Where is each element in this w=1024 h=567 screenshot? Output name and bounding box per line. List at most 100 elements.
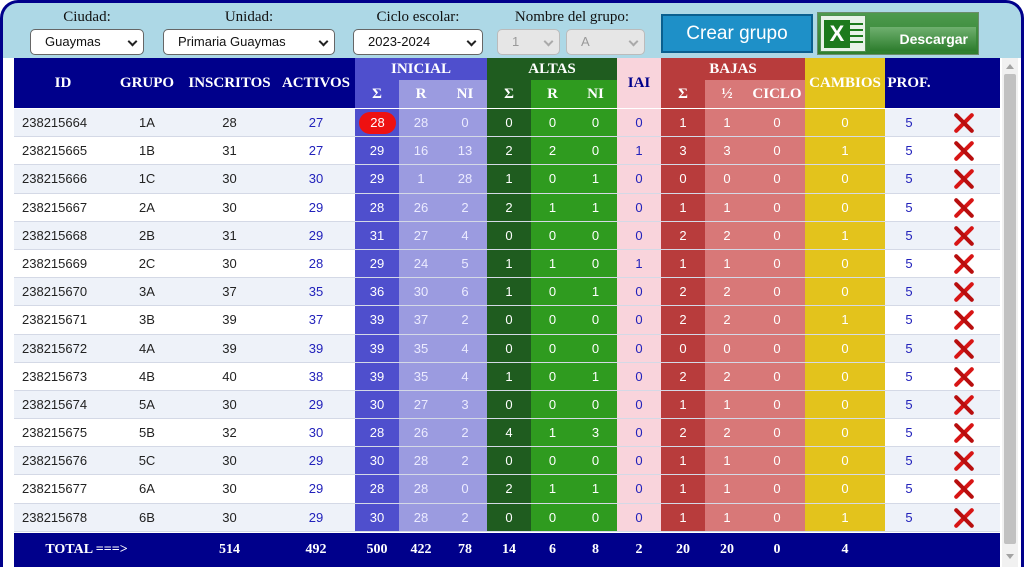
cell-iai: 0 <box>617 278 661 307</box>
vertical-scrollbar[interactable] <box>1002 58 1018 567</box>
cell-cambios: 0 <box>805 249 885 279</box>
cell-ini-r: 26 <box>399 419 443 448</box>
table-row[interactable]: 238215673 4B 40 38 39 35 4 1 0 1 0 2 2 0 0 5 <box>14 362 1000 391</box>
cell-alt-ni: 0 <box>574 137 617 166</box>
cell-baj-c: 0 <box>749 306 805 335</box>
cell-iai: 0 <box>617 109 661 138</box>
scroll-up-icon[interactable] <box>1006 64 1014 69</box>
letra-select[interactable]: A <box>566 29 645 55</box>
cell-baj-h: 1 <box>705 109 749 138</box>
cell-alt-s: 2 <box>487 137 531 166</box>
cell-baj-c: 0 <box>749 109 805 138</box>
table-row[interactable]: 238215678 6B 30 29 30 28 2 0 0 0 0 1 1 0 1 5 <box>14 503 1000 532</box>
cell-iai: 0 <box>617 447 661 476</box>
cell-activos: 29 <box>308 396 324 412</box>
delete-x-icon[interactable] <box>951 337 977 361</box>
scroll-down-icon[interactable] <box>1006 554 1014 559</box>
header-altas-ni: NI <box>574 80 617 108</box>
create-group-button[interactable]: Crear grupo <box>661 14 813 53</box>
cell-id: 238215678 <box>22 509 88 525</box>
unidad-select[interactable]: Primaria Guaymas <box>163 29 335 55</box>
cell-iai: 0 <box>617 390 661 420</box>
cell-baj-s: 2 <box>661 221 705 250</box>
cell-ini-r: 30 <box>399 278 443 307</box>
cell-ini-s: 30 <box>355 390 399 420</box>
delete-x-icon[interactable] <box>951 365 977 389</box>
cell-activos: 30 <box>308 425 324 441</box>
download-button[interactable]: X Descargar <box>817 12 979 55</box>
grado-select[interactable]: 1 <box>497 29 560 55</box>
delete-x-icon[interactable] <box>951 449 977 473</box>
cell-inscritos: 32 <box>222 425 237 441</box>
cell-alt-ni: 0 <box>574 221 617 250</box>
cell-iai: 0 <box>617 503 661 532</box>
table-row[interactable]: 238215672 4A 39 39 39 35 4 0 0 0 0 0 0 0 0 5 <box>14 334 1000 363</box>
cell-baj-c: 0 <box>749 278 805 307</box>
grupo-label: Nombre del grupo: <box>514 9 630 25</box>
table-row[interactable]: 238215674 5A 30 29 30 27 3 0 0 0 0 1 1 0 0 5 <box>14 390 1000 420</box>
table-row[interactable]: 238215667 2A 30 29 28 26 2 2 1 1 0 1 1 0 0 5 <box>14 193 1000 222</box>
cell-baj-h: 2 <box>705 419 749 448</box>
cell-ini-r: 16 <box>399 137 443 166</box>
table-row[interactable]: 238215677 6A 30 29 28 28 0 2 1 1 0 1 1 0 0 5 <box>14 475 1000 504</box>
table-row[interactable]: 238215676 5C 30 29 30 28 2 0 0 0 0 1 1 0 0 5 <box>14 447 1000 476</box>
table-row[interactable]: 238215669 2C 30 28 29 24 5 1 1 0 1 1 1 0 0 5 <box>14 249 1000 279</box>
table-row[interactable]: 238215665 1B 31 27 29 16 13 2 2 0 1 3 3 0 1 5 <box>14 137 1000 166</box>
delete-x-icon[interactable] <box>951 393 977 417</box>
cell-prof: 5 <box>905 481 913 497</box>
cell-cambios: 0 <box>805 109 885 138</box>
ciclo-label: Ciclo escolar: <box>376 9 460 25</box>
header-inicial-sigma: Σ <box>355 80 399 108</box>
table-row[interactable]: 238215666 1C 30 30 29 1 28 1 0 1 0 0 0 0 0 5 <box>14 165 1000 194</box>
total-inscritos: 514 <box>219 542 240 557</box>
table-row[interactable]: 238215668 2B 31 29 31 27 4 0 0 0 0 2 2 0 1 5 <box>14 221 1000 250</box>
delete-x-icon[interactable] <box>951 506 977 530</box>
cell-grupo: 4A <box>139 340 155 356</box>
cell-inscritos: 31 <box>222 143 237 159</box>
cell-prof: 5 <box>905 171 913 187</box>
delete-x-icon[interactable] <box>951 167 977 191</box>
cell-inscritos: 30 <box>222 199 237 215</box>
delete-x-icon[interactable] <box>951 280 977 304</box>
table-row[interactable]: 238215675 5B 32 30 28 26 2 4 1 3 0 2 2 0 0 5 <box>14 419 1000 448</box>
table-row[interactable]: 238215664 1A 28 27 28 28 0 0 0 0 0 1 1 0 0 5 <box>14 109 1000 138</box>
ciclo-select[interactable]: 2023-2024 <box>353 29 483 55</box>
cell-ini-s: 30 <box>355 503 399 532</box>
cell-iai: 0 <box>617 193 661 222</box>
cell-alt-ni: 3 <box>574 419 617 448</box>
cell-ini-ni: 4 <box>443 334 487 363</box>
cell-alt-r: 0 <box>531 447 574 476</box>
cell-alt-s: 1 <box>487 165 531 194</box>
cell-ini-s: 28 <box>355 475 399 504</box>
scrollbar-thumb[interactable] <box>1004 74 1016 544</box>
cell-prof: 5 <box>905 340 913 356</box>
cell-iai: 1 <box>617 137 661 166</box>
total-bajas-ciclo: 0 <box>773 542 781 557</box>
table-row[interactable]: 238215671 3B 39 37 39 37 2 0 0 0 0 2 2 0 1 5 <box>14 306 1000 335</box>
cell-alt-s: 0 <box>487 503 531 532</box>
cell-alt-ni: 1 <box>574 165 617 194</box>
cell-alt-ni: 1 <box>574 362 617 391</box>
delete-x-icon[interactable] <box>951 421 977 445</box>
delete-x-icon[interactable] <box>951 224 977 248</box>
ciudad-value: Guaymas <box>45 34 101 49</box>
cell-ini-ni: 6 <box>443 278 487 307</box>
delete-x-icon[interactable] <box>951 196 977 220</box>
cell-iai: 0 <box>617 419 661 448</box>
delete-x-icon[interactable] <box>951 477 977 501</box>
delete-x-icon[interactable] <box>951 252 977 276</box>
delete-x-icon[interactable] <box>951 139 977 163</box>
cell-cambios: 0 <box>805 475 885 504</box>
cell-alt-r: 0 <box>531 221 574 250</box>
download-label: Descargar <box>870 27 976 51</box>
ciudad-select[interactable]: Guaymas <box>30 29 144 55</box>
delete-x-icon[interactable] <box>951 111 977 135</box>
cell-baj-c: 0 <box>749 165 805 194</box>
cell-ini-r: 27 <box>399 390 443 420</box>
cell-prof: 5 <box>905 453 913 469</box>
cell-activos: 37 <box>308 312 324 328</box>
header-iai: IAI <box>617 58 661 108</box>
cell-ini-s: 36 <box>355 278 399 307</box>
delete-x-icon[interactable] <box>951 308 977 332</box>
table-row[interactable]: 238215670 3A 37 35 36 30 6 1 0 1 0 2 2 0 0 5 <box>14 278 1000 307</box>
